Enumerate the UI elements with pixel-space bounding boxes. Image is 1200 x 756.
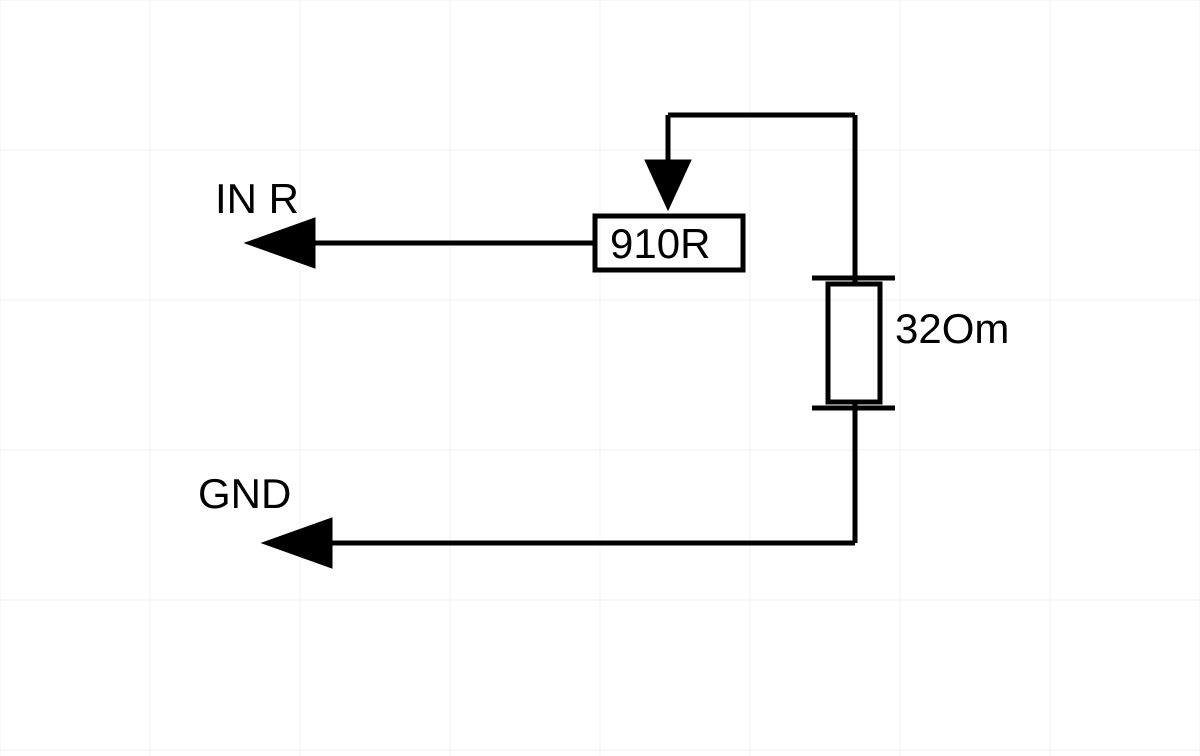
in-r-label: IN R bbox=[215, 175, 299, 223]
in-r-arrow-icon bbox=[245, 218, 315, 268]
load-value-label: 32Om bbox=[895, 305, 1009, 353]
gnd-label: GND bbox=[198, 470, 291, 518]
resistor-value-label: 910R bbox=[610, 220, 710, 268]
load-box bbox=[828, 284, 880, 402]
pot-wiper-arrow-icon bbox=[645, 160, 691, 210]
gnd-arrow-icon bbox=[262, 518, 332, 568]
circuit-diagram bbox=[0, 0, 1200, 756]
